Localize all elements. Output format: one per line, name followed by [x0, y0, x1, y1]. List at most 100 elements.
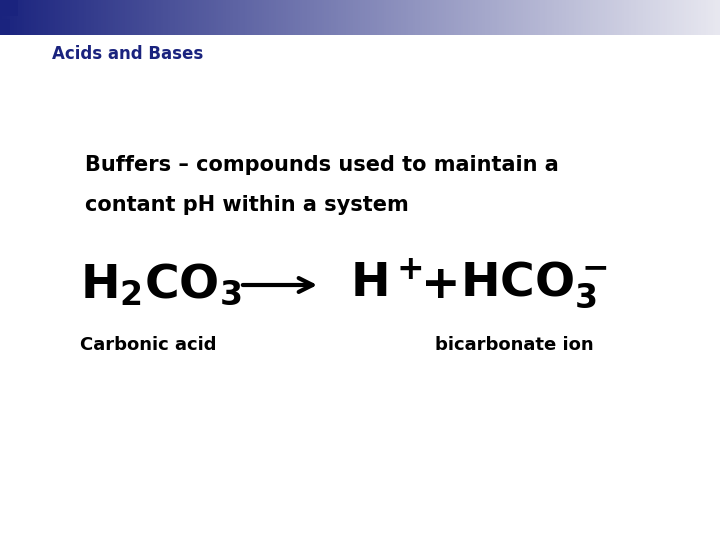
- Bar: [396, 0, 400, 35]
- Bar: [516, 0, 519, 35]
- Bar: [353, 0, 356, 35]
- Bar: [89, 0, 92, 35]
- Bar: [158, 0, 162, 35]
- Bar: [372, 0, 375, 35]
- Bar: [214, 0, 217, 35]
- Bar: [405, 0, 409, 35]
- Bar: [593, 0, 596, 35]
- Bar: [63, 0, 66, 35]
- Bar: [257, 0, 260, 35]
- Bar: [713, 0, 716, 35]
- Bar: [369, 0, 373, 35]
- Bar: [631, 0, 634, 35]
- Bar: [79, 0, 83, 35]
- Bar: [77, 0, 80, 35]
- Bar: [650, 0, 654, 35]
- Bar: [122, 0, 126, 35]
- Bar: [677, 0, 680, 35]
- Bar: [135, 0, 138, 35]
- Bar: [307, 0, 310, 35]
- Bar: [48, 0, 51, 35]
- Bar: [233, 0, 236, 35]
- Bar: [487, 0, 490, 35]
- Bar: [358, 0, 361, 35]
- Bar: [636, 0, 639, 35]
- Bar: [387, 0, 390, 35]
- Bar: [106, 0, 109, 35]
- Bar: [36, 0, 40, 35]
- Bar: [240, 0, 243, 35]
- Text: $\mathbf{H^+}$: $\mathbf{H^+}$: [350, 262, 423, 307]
- Bar: [286, 0, 289, 35]
- Bar: [341, 0, 344, 35]
- Bar: [269, 0, 272, 35]
- Bar: [621, 0, 625, 35]
- Bar: [5, 0, 8, 35]
- Bar: [689, 0, 692, 35]
- Bar: [533, 0, 536, 35]
- Bar: [703, 0, 706, 35]
- Bar: [410, 0, 414, 35]
- Bar: [283, 0, 287, 35]
- Bar: [238, 0, 241, 35]
- Bar: [696, 0, 699, 35]
- Bar: [204, 0, 207, 35]
- Bar: [684, 0, 688, 35]
- Bar: [29, 0, 32, 35]
- Bar: [554, 0, 558, 35]
- Bar: [588, 0, 591, 35]
- Bar: [610, 0, 613, 35]
- Bar: [715, 0, 719, 35]
- Bar: [254, 0, 258, 35]
- Bar: [427, 0, 431, 35]
- Bar: [336, 0, 339, 35]
- Bar: [418, 0, 421, 35]
- Bar: [485, 0, 488, 35]
- Bar: [657, 0, 661, 35]
- Bar: [660, 0, 663, 35]
- Bar: [451, 0, 454, 35]
- Bar: [41, 0, 44, 35]
- Bar: [34, 0, 37, 35]
- Bar: [499, 0, 503, 35]
- Bar: [225, 0, 229, 35]
- Bar: [384, 0, 387, 35]
- Bar: [518, 0, 522, 35]
- Bar: [672, 0, 675, 35]
- Bar: [348, 0, 351, 35]
- Bar: [322, 0, 325, 35]
- Bar: [305, 0, 308, 35]
- Bar: [279, 0, 282, 35]
- Bar: [531, 0, 534, 35]
- Bar: [470, 0, 474, 35]
- Bar: [603, 0, 606, 35]
- Bar: [619, 0, 623, 35]
- Bar: [425, 0, 428, 35]
- Bar: [413, 0, 416, 35]
- Bar: [209, 0, 212, 35]
- Bar: [245, 0, 248, 35]
- Bar: [653, 0, 656, 35]
- Bar: [120, 0, 123, 35]
- Bar: [477, 0, 481, 35]
- Bar: [221, 0, 224, 35]
- Bar: [9, 0, 13, 35]
- Bar: [617, 0, 620, 35]
- Bar: [312, 0, 315, 35]
- Bar: [132, 0, 135, 35]
- Bar: [192, 0, 195, 35]
- Bar: [682, 0, 685, 35]
- Bar: [578, 0, 582, 35]
- Bar: [187, 0, 191, 35]
- Bar: [185, 0, 188, 35]
- Bar: [434, 0, 438, 35]
- Bar: [293, 0, 296, 35]
- Bar: [559, 0, 562, 35]
- Bar: [110, 0, 114, 35]
- Bar: [686, 0, 690, 35]
- Bar: [142, 0, 145, 35]
- Bar: [300, 0, 303, 35]
- Bar: [302, 0, 306, 35]
- Bar: [346, 0, 349, 35]
- Bar: [439, 0, 443, 35]
